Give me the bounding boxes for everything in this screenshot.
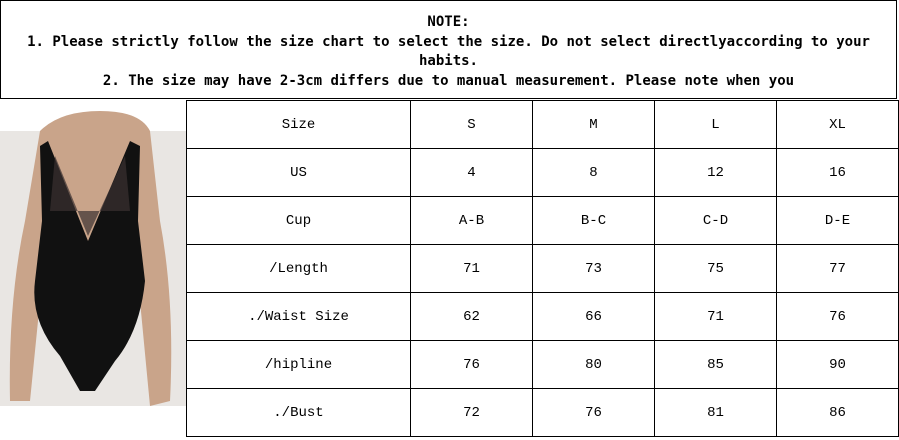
table-cell: 77	[776, 244, 899, 293]
table-cell: 81	[654, 388, 777, 437]
table-cell: 86	[776, 388, 899, 437]
note-box: NOTE: 1. Please strictly follow the size…	[0, 0, 897, 99]
row-label: ./Waist Size	[186, 292, 411, 341]
table-cell: 75	[654, 244, 777, 293]
note-title: NOTE:	[427, 14, 470, 30]
table-cell: A-B	[410, 196, 533, 245]
table-row: Size S M L XL	[186, 100, 899, 149]
table-cell: 71	[410, 244, 533, 293]
table-row: /Length 71 73 75 77	[186, 244, 899, 293]
size-chart-table: Size S M L XL US 4 8 12 16 Cup A-B B-C C-D D-E/Length 7…	[186, 100, 899, 437]
table-row: ./Bust 72 76 81 86	[186, 388, 899, 437]
table-cell: M	[532, 100, 655, 149]
table-cell: 80	[532, 340, 655, 389]
table-cell: 76	[532, 388, 655, 437]
row-label: Size	[186, 100, 411, 149]
table-row: /hipline 76 80 85 90	[186, 340, 899, 389]
row-label: ./Bust	[186, 388, 411, 437]
table-cell: B-C	[532, 196, 655, 245]
table-cell: 66	[532, 292, 655, 341]
table-cell: 8	[532, 148, 655, 197]
table-cell: 76	[410, 340, 533, 389]
table-cell: D-E	[776, 196, 899, 245]
table-row: Cup A-B B-C C-D D-E	[186, 196, 899, 245]
table-cell: 90	[776, 340, 899, 389]
swimsuit-model-image	[0, 111, 186, 406]
product-photo	[0, 101, 186, 436]
table-cell: 71	[654, 292, 777, 341]
row-label: /Length	[186, 244, 411, 293]
note-line-2: 2. The size may have 2-3cm differs due t…	[102, 72, 795, 89]
table-cell: 85	[654, 340, 777, 389]
table-cell: S	[410, 100, 533, 149]
table-row: ./Waist Size 62 66 71 76	[186, 292, 899, 341]
row-label: US	[186, 148, 411, 197]
table-cell: L	[654, 100, 777, 149]
table-cell: XL	[776, 100, 899, 149]
table-cell: 16	[776, 148, 899, 197]
row-label: Cup	[186, 196, 411, 245]
row-label: /hipline	[186, 340, 411, 389]
table-cell: C-D	[654, 196, 777, 245]
note-line-1: 1. Please strictly follow the size chart…	[27, 33, 870, 70]
table-cell: 76	[776, 292, 899, 341]
table-cell: 72	[410, 388, 533, 437]
table-cell: 4	[410, 148, 533, 197]
table-cell: 62	[410, 292, 533, 341]
table-row: US 4 8 12 16	[186, 148, 899, 197]
table-cell: 73	[532, 244, 655, 293]
table-cell: 12	[654, 148, 777, 197]
